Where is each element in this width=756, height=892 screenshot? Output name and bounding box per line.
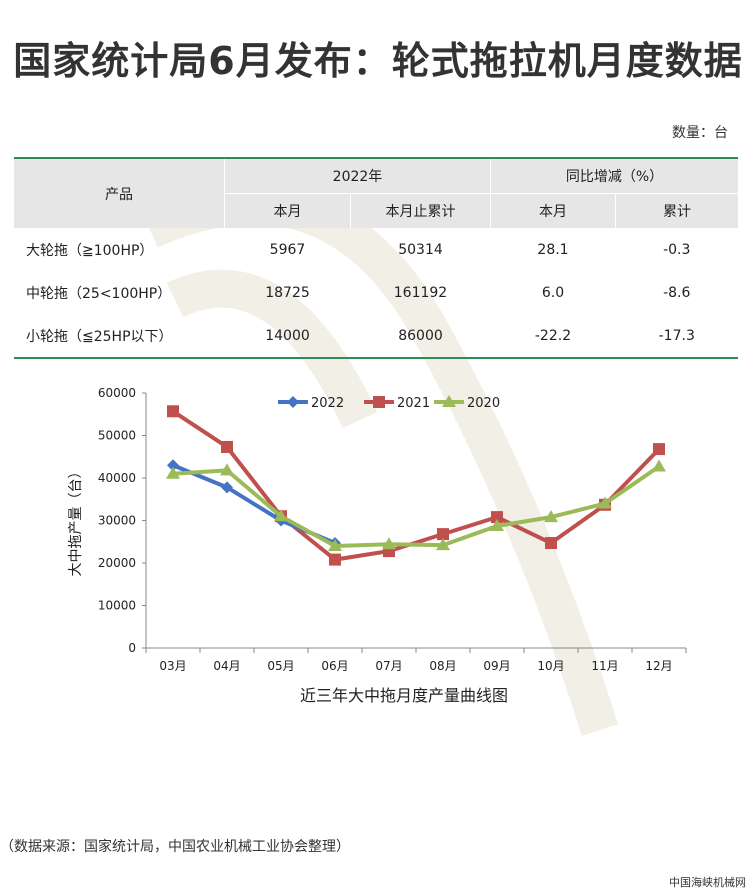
data-point-2020 bbox=[544, 510, 558, 523]
series-line-2020 bbox=[172, 464, 661, 548]
data-point-2021 bbox=[221, 440, 233, 453]
legend-marker-2021 bbox=[373, 396, 385, 408]
series-line-2021 bbox=[171, 409, 661, 562]
y-tick-label: 20000 bbox=[98, 556, 136, 570]
data-point-2021 bbox=[329, 553, 341, 566]
legend-label-2022: 2022 bbox=[311, 396, 344, 411]
col-cumulative: 本月止累计 bbox=[350, 193, 491, 228]
x-tick-label: 10月 bbox=[537, 659, 564, 673]
row-yoy-month: 6.0 bbox=[541, 284, 565, 301]
legend-label-2021: 2021 bbox=[397, 396, 430, 411]
production-line-chart: 0 10000 20000 30000 40000 50000 60000 03月 04月 05月… bbox=[68, 386, 687, 705]
row-name: 大轮拖（≧100HP） bbox=[26, 242, 154, 259]
table-row: 中轮拖（25<100HP） 18725 161192 6.0 -8.6 bbox=[14, 271, 738, 314]
table-header-row: 产品 2022年 同比增减（%） bbox=[14, 157, 738, 228]
legend-label-2020: 2020 bbox=[467, 396, 500, 411]
data-point-2021 bbox=[653, 443, 665, 456]
row-name: 中轮拖（25<100HP） bbox=[26, 285, 172, 302]
row-yoy-cum: -0.3 bbox=[663, 241, 691, 258]
col-yoy-month: 本月 bbox=[490, 193, 616, 228]
row-name: 小轮拖（≦25HP以下） bbox=[14, 314, 225, 359]
data-table: 产品 2022年 同比增减（%） 本月 本月止累计 本月 累计 大轮拖（≧100… bbox=[14, 157, 738, 359]
data-point-2022 bbox=[167, 459, 179, 472]
y-tick-label: 0 bbox=[128, 641, 136, 655]
x-tick-label: 12月 bbox=[645, 659, 672, 673]
data-point-2020 bbox=[274, 509, 288, 522]
unit-label: 数量：台 bbox=[672, 125, 728, 141]
page-title: 国家统计局6月发布：轮式拖拉机月度数据 bbox=[13, 39, 743, 83]
x-tick-label: 05月 bbox=[267, 659, 294, 673]
legend-marker-2022 bbox=[287, 396, 299, 408]
y-tick-label: 40000 bbox=[98, 471, 136, 485]
y-axis-label: 大中拖产量（台） bbox=[68, 465, 84, 577]
legend-marker-2020 bbox=[442, 395, 456, 407]
col-group-yoy: 同比增减（%） bbox=[490, 157, 738, 194]
y-tick-label: 60000 bbox=[98, 386, 136, 400]
row-yoy-month: -22.2 bbox=[490, 314, 616, 359]
col-month: 本月 bbox=[224, 193, 351, 228]
table-row: 小轮拖（≦25HP以下） 14000 86000 -22.2 -17.3 bbox=[14, 314, 738, 359]
data-point-2021 bbox=[167, 405, 179, 418]
x-tick-label: 08月 bbox=[429, 659, 456, 673]
table-row: 大轮拖（≧100HP） 5967 50314 28.1 -0.3 bbox=[14, 228, 738, 271]
data-point-2021 bbox=[437, 528, 449, 541]
x-tick-label: 04月 bbox=[213, 659, 240, 673]
row-yoy-month: 28.1 bbox=[537, 241, 569, 258]
data-point-2020 bbox=[598, 496, 612, 509]
row-cumulative: 50314 bbox=[398, 241, 443, 258]
y-tick-label: 50000 bbox=[98, 429, 136, 443]
row-month: 14000 bbox=[224, 314, 351, 359]
row-cumulative: 161192 bbox=[393, 284, 448, 301]
data-point-2020 bbox=[328, 539, 342, 551]
x-tick-label: 03月 bbox=[159, 659, 186, 673]
data-source-note: （数据来源：国家统计局，中国农业机械工业协会整理） bbox=[0, 839, 350, 855]
data-point-2021 bbox=[491, 511, 503, 524]
data-point-2021 bbox=[545, 537, 557, 550]
row-yoy-cum: -8.6 bbox=[663, 284, 691, 301]
data-point-2020 bbox=[490, 519, 504, 532]
x-tick-label: 07月 bbox=[375, 659, 402, 673]
x-tick-label: 11月 bbox=[591, 659, 618, 673]
data-point-2020 bbox=[382, 537, 396, 550]
col-yoy-total: 累计 bbox=[615, 193, 738, 228]
data-point-2022 bbox=[221, 481, 233, 494]
y-tick-label: 30000 bbox=[98, 514, 136, 528]
site-credit: 中国海峡机械网 bbox=[669, 876, 746, 889]
col-product: 产品 bbox=[14, 157, 225, 228]
x-tick-label: 09月 bbox=[483, 659, 510, 673]
data-point-2020 bbox=[220, 463, 234, 476]
data-point-2020 bbox=[652, 459, 666, 472]
col-group-2022: 2022年 bbox=[224, 157, 491, 194]
chart-title: 近三年大中拖月度产量曲线图 bbox=[300, 686, 508, 705]
row-yoy-cum: -17.3 bbox=[615, 314, 738, 359]
y-tick-label: 10000 bbox=[98, 599, 136, 613]
data-point-2020 bbox=[436, 538, 450, 551]
row-month: 18725 bbox=[265, 284, 310, 301]
data-point-2020 bbox=[166, 466, 180, 479]
row-cumulative: 86000 bbox=[350, 314, 491, 359]
x-tick-label: 06月 bbox=[321, 659, 348, 673]
row-month: 5967 bbox=[269, 241, 306, 258]
